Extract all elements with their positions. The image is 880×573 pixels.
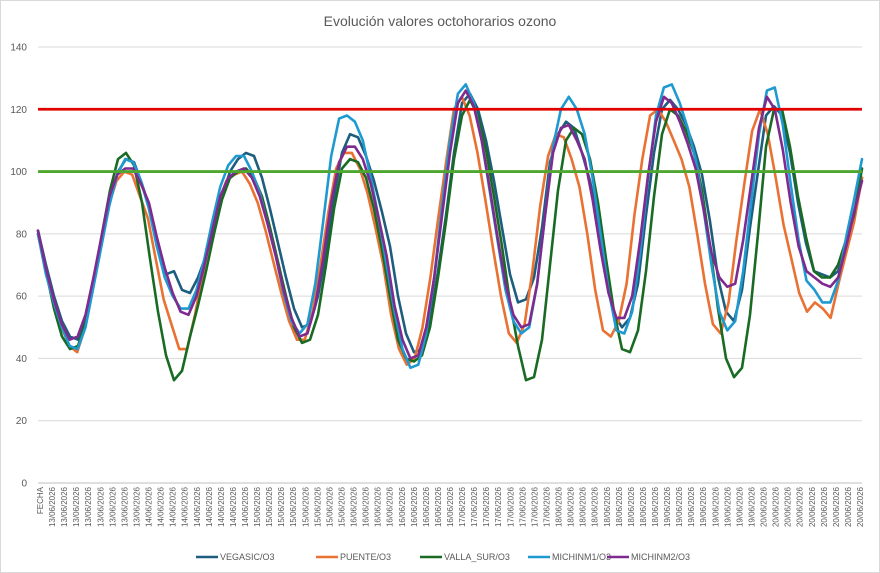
x-tick-label: 14/06/2026 [157, 486, 166, 527]
x-tick-label: 16/06/2026 [374, 486, 383, 527]
legend-label: PUENTE/O3 [340, 552, 391, 562]
x-tick-label: 16/06/2026 [446, 486, 455, 527]
x-tick-label: 14/06/2026 [193, 486, 202, 527]
x-tick-label: 13/06/2026 [108, 486, 117, 527]
x-tick-label: 20/06/2026 [772, 486, 781, 527]
y-axis: 0 20 40 60 80 100 120 140 [10, 43, 27, 490]
x-tick-label: 18/06/2026 [651, 486, 660, 527]
y-tick-label: 120 [10, 105, 27, 116]
x-tick-label: 15/06/2026 [313, 486, 322, 527]
x-tick-label: 15/06/2026 [265, 486, 274, 527]
x-tick-label: 15/06/2026 [253, 486, 262, 527]
series-lines [36, 83, 864, 382]
x-tick-label: 18/06/2026 [555, 486, 564, 527]
chart-title: Evolución valores octohorarios ozono [323, 13, 557, 29]
x-tick-label: 16/06/2026 [422, 486, 431, 527]
x-tick-label: 16/06/2026 [350, 486, 359, 527]
x-tick-label: 18/06/2026 [603, 486, 612, 527]
x-tick-label: 17/06/2026 [470, 486, 479, 527]
x-tick-label: 18/06/2026 [639, 486, 648, 527]
x-tick-label: 16/06/2026 [362, 486, 371, 527]
x-tick-label: 19/06/2026 [723, 486, 732, 527]
x-tick-label: 19/06/2026 [735, 486, 744, 527]
x-tick-label: 13/06/2026 [60, 486, 69, 527]
x-tick-label: 19/06/2026 [687, 486, 696, 527]
x-tick-label: 13/06/2026 [84, 486, 93, 527]
x-tick-label: 20/06/2026 [820, 486, 829, 527]
x-tick-label: 13/06/2026 [72, 486, 81, 527]
x-tick-label: 20/06/2026 [844, 486, 853, 527]
legend-label: MICHINM1/O3 [552, 552, 611, 562]
x-tick-label: 19/06/2026 [663, 486, 672, 527]
reference-lines [38, 107, 862, 173]
x-tick-label: 20/06/2026 [808, 486, 817, 527]
x-tick-label: 20/06/2026 [796, 486, 805, 527]
x-tick-label: 14/06/2026 [169, 486, 178, 527]
x-tick-label: 20/06/2026 [760, 486, 769, 527]
y-tick-label: 100 [10, 167, 27, 178]
y-tick-label: 0 [21, 479, 27, 490]
x-tick-label: 20/06/2026 [856, 486, 865, 527]
x-tick-label: 15/06/2026 [301, 486, 310, 527]
x-tick-label: 16/06/2026 [398, 486, 407, 527]
x-tick-label: 18/06/2026 [627, 486, 636, 527]
series-line-michinm2-o3 [36, 89, 864, 360]
x-tick-label: 18/06/2026 [579, 486, 588, 527]
x-tick-label: 15/06/2026 [337, 486, 346, 527]
y-tick-label: 40 [16, 354, 28, 365]
legend-label: VEGASIC/O3 [220, 552, 275, 562]
legend-label: MICHINM2/O3 [631, 552, 690, 562]
x-tick-label: 16/06/2026 [434, 486, 443, 527]
x-tick-label: 13/06/2026 [48, 486, 57, 527]
x-tick-label: 17/06/2026 [518, 486, 527, 527]
y-tick-label: 60 [16, 292, 28, 303]
x-tick-label: 19/06/2026 [675, 486, 684, 527]
x-tick-label: 14/06/2026 [205, 486, 214, 527]
x-tick-label: 17/06/2026 [530, 486, 539, 527]
x-tick-label: 15/06/2026 [277, 486, 286, 527]
x-axis: FECHA 13/06/2026 13/06/2026 13/06/2026 13/06… [36, 486, 865, 527]
x-tick-label: 13/06/2026 [120, 486, 129, 527]
x-tick-label: 17/06/2026 [482, 486, 491, 527]
x-tick-label: 19/06/2026 [699, 486, 708, 527]
legend: VEGASIC/O3 PUENTE/O3 VALLA_SUR/O3 MICHINM1/… [196, 552, 690, 562]
x-tick-label: 17/06/2026 [506, 486, 515, 527]
x-tick-label: 17/06/2026 [542, 486, 551, 527]
x-tick-label: 15/06/2026 [289, 486, 298, 527]
y-tick-label: 80 [16, 229, 28, 240]
series-line-valla-sur-o3 [36, 98, 864, 382]
x-tick-label: 17/06/2026 [458, 486, 467, 527]
x-tick-label: 13/06/2026 [132, 486, 141, 527]
x-tick-label: 14/06/2026 [217, 486, 226, 527]
x-axis-title: FECHA [36, 486, 45, 514]
x-tick-label: 19/06/2026 [711, 486, 720, 527]
x-tick-label: 13/06/2026 [96, 486, 105, 527]
x-tick-label: 14/06/2026 [145, 486, 154, 527]
x-tick-label: 20/06/2026 [784, 486, 793, 527]
x-tick-label: 16/06/2026 [386, 486, 395, 527]
y-tick-label: 20 [16, 416, 28, 427]
x-tick-label: 20/06/2026 [832, 486, 841, 527]
x-tick-label: 14/06/2026 [229, 486, 238, 527]
x-tick-label: 18/06/2026 [591, 486, 600, 527]
x-tick-label: 17/06/2026 [494, 486, 503, 527]
x-tick-label: 18/06/2026 [615, 486, 624, 527]
legend-label: VALLA_SUR/O3 [444, 552, 510, 562]
x-tick-label: 19/06/2026 [747, 486, 756, 527]
y-tick-label: 140 [10, 43, 27, 54]
x-tick-label: 18/06/2026 [567, 486, 576, 527]
x-tick-label: 14/06/2026 [241, 486, 250, 527]
x-tick-label: 16/06/2026 [410, 486, 419, 527]
x-tick-label: 14/06/2026 [181, 486, 190, 527]
x-tick-label: 15/06/2026 [325, 486, 334, 527]
